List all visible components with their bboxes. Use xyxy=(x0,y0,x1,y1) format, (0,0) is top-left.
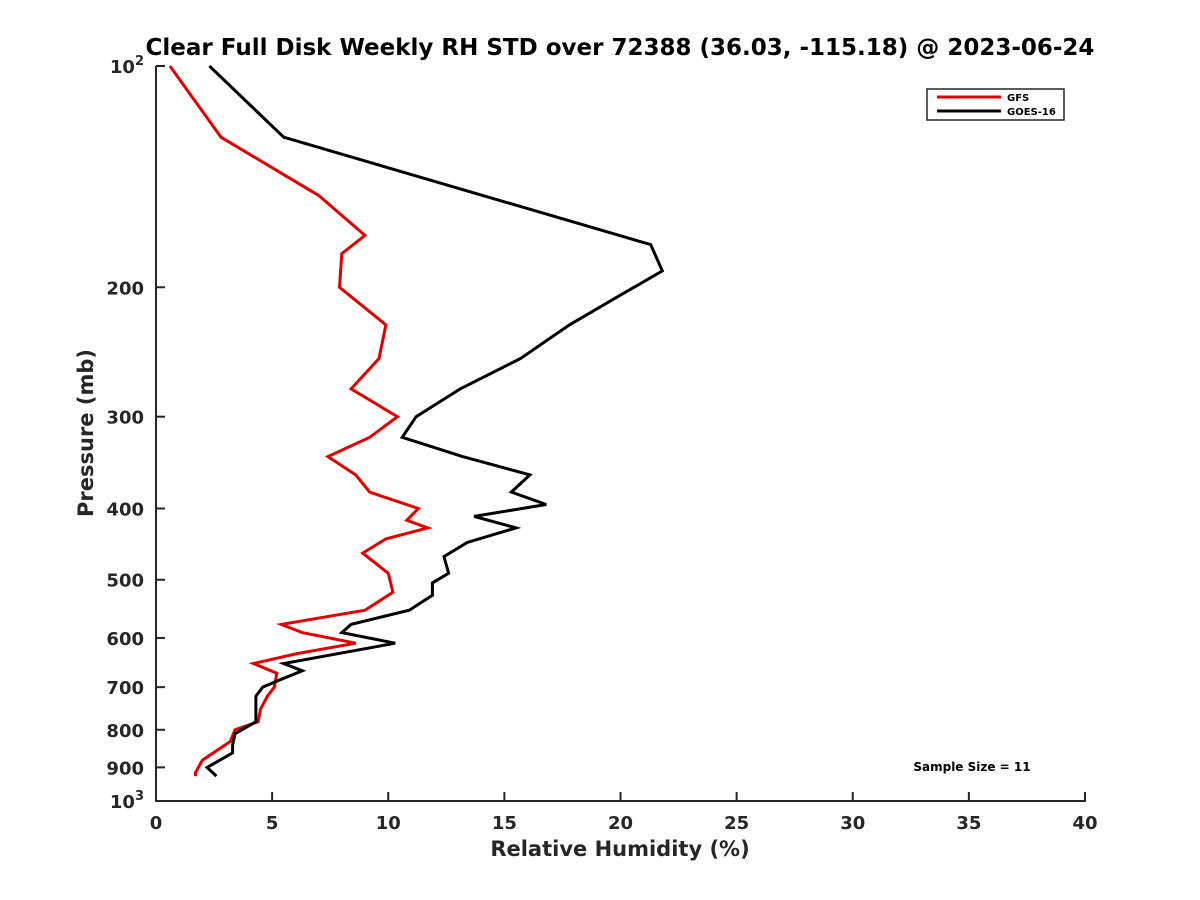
x-tick-label: 30 xyxy=(840,813,865,834)
legend-box xyxy=(926,88,1065,121)
x-tick-label: 20 xyxy=(608,813,633,834)
x-tick-label: 15 xyxy=(492,813,517,834)
y-tick-label: 400 xyxy=(106,500,144,521)
y-tick-label: 102 xyxy=(110,54,144,78)
legend-label: GFS xyxy=(1007,93,1029,104)
y-tick-label: 200 xyxy=(106,278,144,299)
y-axis-label: Pressure (mb) xyxy=(74,349,98,517)
x-tick-label: 40 xyxy=(1072,813,1097,834)
series-line-gfs xyxy=(168,65,433,777)
y-tick-label: 103 xyxy=(110,789,144,813)
x-axis-label: Relative Humidity (%) xyxy=(490,837,749,861)
y-ticks: 102 200 300 400 500 600 700 800 900 103 xyxy=(106,54,165,813)
x-tick-label: 0 xyxy=(150,813,163,834)
x-tick-label: 10 xyxy=(376,813,401,834)
y-tick-label: 700 xyxy=(106,678,144,699)
y-tick-label: 600 xyxy=(106,629,144,650)
x-tick-label: 25 xyxy=(724,813,749,834)
x-tick-label: 35 xyxy=(956,813,981,834)
y-tick-label: 800 xyxy=(106,721,144,742)
y-tick-label: 500 xyxy=(106,571,144,592)
y-tick-label: 900 xyxy=(106,758,144,779)
legend: GFS GOES-16 xyxy=(926,88,1065,121)
series-line-goes-16 xyxy=(204,64,665,778)
sample-size-note: Sample Size = 11 xyxy=(913,760,1030,774)
x-ticks: 0 5 10 15 20 25 30 35 40 xyxy=(150,792,1098,834)
series-layer xyxy=(168,64,665,778)
legend-label: GOES-16 xyxy=(1007,107,1056,118)
chart-title: Clear Full Disk Weekly RH STD over 72388… xyxy=(146,35,1095,61)
axes xyxy=(155,66,1086,802)
x-tick-label: 5 xyxy=(266,813,279,834)
y-tick-label: 300 xyxy=(106,408,144,429)
